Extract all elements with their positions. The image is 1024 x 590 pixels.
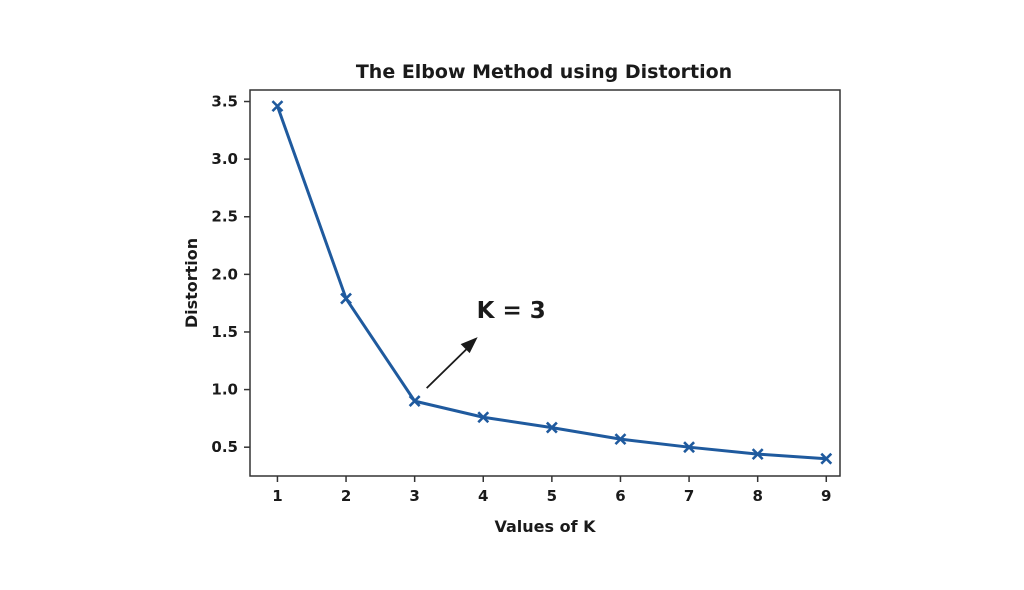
y-tick-label: 1.0 [211, 381, 238, 399]
y-tick-label: 1.5 [211, 323, 238, 341]
marker-stroke [545, 421, 558, 434]
x-tick-label: 8 [752, 487, 762, 505]
y-tick-label: 3.5 [211, 93, 238, 111]
data-point-marker [683, 441, 695, 454]
marker-stroke [271, 100, 284, 113]
y-tick-label: 2.5 [211, 208, 238, 226]
annotation-group: K = 3 [426, 298, 546, 389]
marker-stroke [751, 448, 764, 461]
y-tick-label: 0.5 [211, 438, 238, 456]
x-tick-label: 1 [272, 487, 282, 505]
data-point-marker [751, 448, 764, 461]
y-tick-label: 2.0 [211, 265, 238, 283]
x-axis-ticks: 1 2 3 4 5 6 7 8 9 [272, 476, 831, 505]
data-point-marker [820, 452, 833, 465]
x-axis-label: Values of K [494, 517, 596, 536]
y-axis-label: Distortion [182, 238, 201, 328]
marker-stroke [340, 292, 352, 305]
y-tick-label: 3.0 [211, 150, 238, 168]
data-point-marker [340, 292, 352, 305]
annotation-arrow-head [460, 337, 478, 354]
marker-stroke [820, 452, 833, 465]
x-tick-label: 3 [409, 487, 419, 505]
y-axis-ticks: 0.5 1.0 1.5 2.0 2.5 3.0 3.5 [211, 93, 250, 456]
x-tick-label: 2 [341, 487, 351, 505]
x-tick-label: 4 [478, 487, 488, 505]
data-point-marker [545, 421, 558, 434]
data-point-marker [408, 395, 421, 408]
series-line [276, 105, 827, 461]
x-tick-label: 6 [615, 487, 625, 505]
x-tick-label: 5 [547, 487, 557, 505]
x-tick-label: 7 [684, 487, 694, 505]
x-tick-label: 9 [821, 487, 831, 505]
data-point-marker [271, 100, 284, 113]
data-point-marker [477, 411, 490, 424]
plot-frame [249, 89, 841, 477]
chart-title: The Elbow Method using Distortion [356, 61, 732, 83]
marker-stroke [614, 433, 627, 446]
marker-stroke [477, 411, 490, 424]
annotation-label: K = 3 [477, 298, 546, 324]
annotation-arrow-line [426, 344, 472, 389]
marker-stroke [683, 441, 695, 454]
marker-stroke [408, 395, 421, 408]
data-point-marker [614, 433, 627, 446]
series-group [271, 100, 833, 465]
